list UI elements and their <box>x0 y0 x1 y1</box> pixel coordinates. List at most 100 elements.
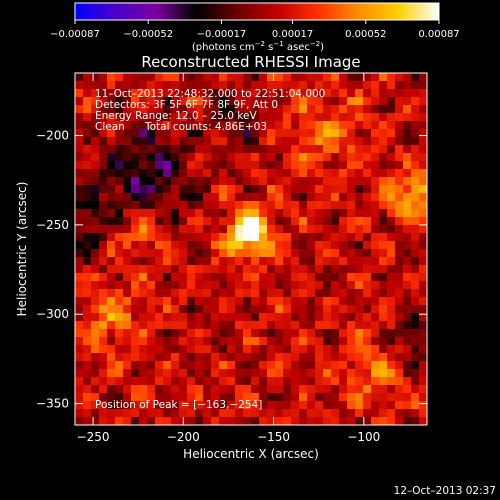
heatmap-pixel <box>155 225 164 234</box>
heatmap-pixel <box>195 393 204 402</box>
heatmap-pixel <box>91 289 100 298</box>
heatmap-pixel <box>171 225 180 234</box>
heatmap-pixel <box>387 97 396 106</box>
heatmap-pixel <box>307 193 316 202</box>
heatmap-pixel <box>275 281 284 290</box>
heatmap-pixel <box>195 241 204 250</box>
heatmap-pixel <box>339 393 348 402</box>
heatmap-pixel <box>355 97 364 106</box>
heatmap-pixel <box>243 209 252 218</box>
heatmap-pixel <box>283 137 292 146</box>
heatmap-pixel <box>411 161 420 170</box>
heatmap-pixel <box>323 97 332 106</box>
heatmap-pixel <box>395 185 404 194</box>
heatmap-pixel <box>155 121 164 130</box>
heatmap-pixel <box>83 209 92 218</box>
heatmap-pixel <box>371 153 380 162</box>
heatmap-pixel <box>411 409 420 418</box>
heatmap-pixel <box>99 193 108 202</box>
heatmap-pixel <box>107 393 116 402</box>
heatmap-pixel <box>203 345 212 354</box>
heatmap-pixel <box>131 297 140 306</box>
heatmap-pixel <box>211 305 220 314</box>
heatmap-pixel <box>403 153 412 162</box>
heatmap-pixel <box>99 73 108 82</box>
heatmap-pixel <box>163 281 172 290</box>
heatmap-pixel <box>99 169 108 178</box>
heatmap-pixel <box>363 169 372 178</box>
heatmap-pixel <box>163 369 172 378</box>
heatmap-pixel <box>91 241 100 250</box>
heatmap-pixel <box>91 217 100 226</box>
heatmap-pixel <box>299 161 308 170</box>
heatmap-pixel <box>251 313 260 322</box>
heatmap-pixel <box>155 105 164 114</box>
heatmap-pixel <box>355 161 364 170</box>
heatmap-pixel <box>387 105 396 114</box>
heatmap-pixel <box>195 385 204 394</box>
heatmap-pixel <box>83 417 92 425</box>
heatmap-pixel <box>187 249 196 258</box>
heatmap-pixel <box>171 97 180 106</box>
heatmap-pixel <box>187 177 196 186</box>
heatmap-pixel <box>107 193 116 202</box>
heatmap-pixel <box>139 177 148 186</box>
heatmap-pixel <box>307 337 316 346</box>
colorbar-tick-label: 0.00017 <box>272 29 313 40</box>
heatmap-pixel <box>203 257 212 266</box>
heatmap-pixel <box>131 249 140 258</box>
heatmap-pixel <box>211 209 220 218</box>
heatmap-pixel <box>283 225 292 234</box>
heatmap-pixel <box>211 385 220 394</box>
heatmap-pixel <box>155 81 164 90</box>
heatmap-pixel <box>347 249 356 258</box>
heatmap-pixel <box>83 353 92 362</box>
heatmap-pixel <box>139 265 148 274</box>
heatmap-pixel <box>171 193 180 202</box>
heatmap-pixel <box>187 289 196 298</box>
heatmap-pixel <box>171 401 180 410</box>
heatmap-pixel <box>171 241 180 250</box>
heatmap-pixel <box>123 217 132 226</box>
heatmap-pixel <box>339 121 348 130</box>
heatmap-pixel <box>363 337 372 346</box>
heatmap-pixel <box>243 361 252 370</box>
heatmap-pixel <box>403 393 412 402</box>
heatmap-pixel <box>419 161 427 170</box>
heatmap-pixel <box>347 81 356 90</box>
heatmap-pixel <box>107 313 116 322</box>
heatmap-pixel <box>299 169 308 178</box>
heatmap-pixel <box>403 169 412 178</box>
heatmap-pixel <box>187 89 196 98</box>
heatmap-pixel <box>131 417 140 425</box>
heatmap-pixel <box>315 233 324 242</box>
heatmap-pixel <box>331 217 340 226</box>
heatmap-pixel <box>283 313 292 322</box>
heatmap-pixel <box>355 281 364 290</box>
heatmap-pixel <box>155 201 164 210</box>
heatmap-pixel <box>395 249 404 258</box>
heatmap-pixel <box>171 129 180 138</box>
heatmap-pixel <box>243 401 252 410</box>
heatmap-pixel <box>331 281 340 290</box>
heatmap-pixel <box>163 313 172 322</box>
heatmap-pixel <box>171 105 180 114</box>
heatmap-pixel <box>195 73 204 82</box>
heatmap-pixel <box>419 257 427 266</box>
heatmap-pixel <box>83 241 92 250</box>
heatmap-pixel <box>323 129 332 138</box>
heatmap-pixel <box>139 409 148 418</box>
heatmap-pixel <box>419 185 427 194</box>
heatmap-pixel <box>195 225 204 234</box>
heatmap-pixel <box>203 409 212 418</box>
heatmap-pixel <box>139 97 148 106</box>
heatmap-pixel <box>299 217 308 226</box>
heatmap-pixel <box>419 121 427 130</box>
heatmap-pixel <box>347 369 356 378</box>
heatmap-pixel <box>371 201 380 210</box>
heatmap-pixel <box>171 265 180 274</box>
heatmap-pixel <box>339 337 348 346</box>
heatmap-pixel <box>75 289 84 298</box>
heatmap-pixel <box>387 345 396 354</box>
heatmap-pixel <box>171 313 180 322</box>
